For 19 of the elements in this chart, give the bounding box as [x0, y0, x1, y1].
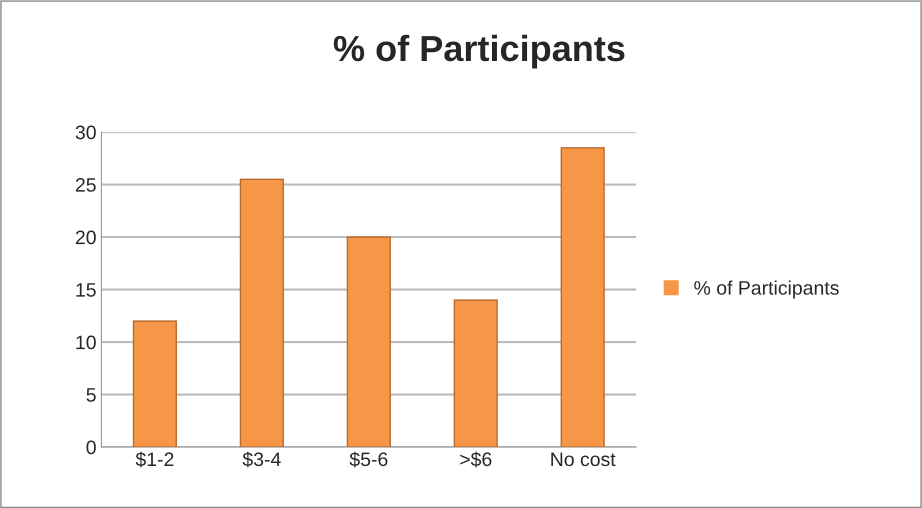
bar [560, 147, 605, 448]
bar [132, 320, 177, 448]
y-tick-label: 25 [76, 178, 96, 192]
y-tick-label: 30 [76, 126, 96, 140]
x-tick-label: >$6 [460, 452, 492, 468]
y-tick-label: 5 [86, 388, 96, 402]
x-tick-label: No cost [551, 452, 616, 466]
bar [240, 178, 284, 448]
y-tick-label: 15 [76, 283, 96, 297]
bar [346, 236, 391, 448]
chart-title: % of Participants [334, 34, 624, 68]
legend-label: % of Participants [694, 280, 839, 299]
x-tick-label: $3-4 [242, 452, 281, 468]
bar [454, 299, 498, 448]
y-tick-label: 0 [86, 440, 96, 454]
x-tick-label: $5-6 [350, 452, 388, 468]
y-tick-label: 10 [76, 336, 96, 350]
y-tick-label: 20 [76, 230, 96, 244]
x-tick-label: $1-2 [136, 452, 174, 468]
